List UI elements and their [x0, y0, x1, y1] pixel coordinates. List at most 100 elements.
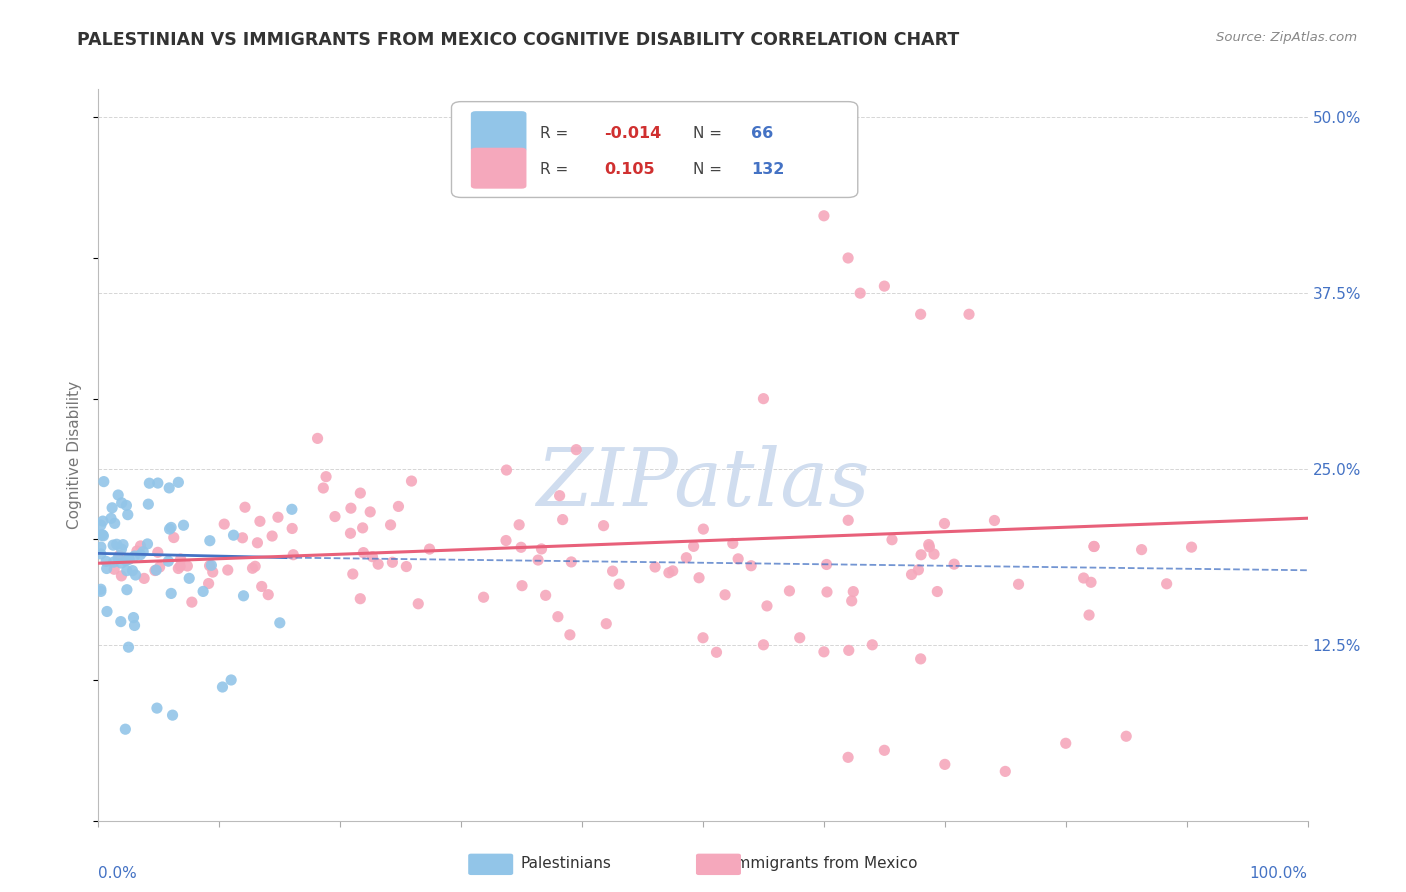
Point: [249, 514, 271, 528]
Point: [134, 571, 156, 585]
Point: [110, 569, 132, 583]
Point: [607, 577, 630, 591]
Point: [231, 531, 253, 545]
Point: [339, 526, 361, 541]
Point: [907, 563, 929, 577]
Point: [149, 560, 172, 574]
Point: [281, 521, 304, 535]
Point: [510, 579, 533, 593]
Point: [381, 555, 404, 569]
Point: [146, 701, 169, 715]
Point: [943, 557, 966, 571]
Point: [167, 475, 190, 490]
Point: [132, 544, 155, 558]
Point: [359, 505, 381, 519]
Point: [121, 564, 143, 578]
Point: [1073, 571, 1095, 585]
Point: [94, 554, 117, 568]
Point: [534, 588, 557, 602]
Point: [560, 555, 582, 569]
FancyBboxPatch shape: [471, 148, 526, 189]
Text: R =: R =: [540, 162, 568, 178]
Point: [90, 584, 112, 599]
Point: [107, 488, 129, 502]
Point: [118, 552, 141, 566]
Point: [873, 279, 896, 293]
Point: [157, 481, 180, 495]
Point: [162, 708, 184, 723]
Point: [115, 582, 138, 597]
Point: [198, 558, 221, 573]
Point: [211, 680, 233, 694]
Point: [837, 251, 859, 265]
Point: [401, 474, 423, 488]
Point: [160, 586, 183, 600]
Point: [530, 541, 553, 556]
Point: [352, 546, 374, 560]
Point: [117, 508, 139, 522]
Point: [129, 548, 152, 562]
Point: [510, 541, 533, 555]
Point: [101, 538, 124, 552]
Point: [90, 547, 112, 561]
Point: [201, 565, 224, 579]
Point: [740, 558, 762, 573]
Point: [103, 555, 125, 569]
Text: Immigrants from Mexico: Immigrants from Mexico: [731, 856, 918, 871]
Point: [115, 554, 138, 568]
Point: [124, 568, 146, 582]
Point: [145, 563, 167, 577]
Point: [269, 615, 291, 630]
Text: 100.0%: 100.0%: [1250, 866, 1308, 881]
Point: [160, 520, 183, 534]
FancyBboxPatch shape: [471, 112, 526, 153]
Point: [721, 536, 744, 550]
Point: [111, 538, 134, 552]
Point: [176, 559, 198, 574]
Point: [349, 591, 371, 606]
Y-axis label: Cognitive Disability: Cognitive Disability: [67, 381, 83, 529]
Point: [125, 544, 148, 558]
Point: [837, 750, 859, 764]
Point: [1054, 736, 1077, 750]
Point: [105, 537, 128, 551]
Point: [262, 529, 284, 543]
Point: [257, 588, 280, 602]
Point: [815, 558, 838, 572]
Point: [352, 521, 374, 535]
Point: [117, 552, 139, 566]
Point: [910, 652, 932, 666]
Point: [682, 540, 704, 554]
Point: [340, 501, 363, 516]
Point: [169, 552, 191, 566]
Point: [934, 516, 956, 531]
Point: [96, 605, 118, 619]
Point: [1180, 540, 1202, 554]
Point: [910, 548, 932, 562]
Point: [752, 392, 775, 406]
FancyBboxPatch shape: [451, 102, 858, 197]
Point: [146, 545, 169, 559]
Point: [644, 560, 666, 574]
Point: [406, 597, 429, 611]
Point: [115, 564, 138, 578]
Point: [706, 645, 728, 659]
Point: [173, 518, 195, 533]
Text: -0.014: -0.014: [603, 126, 661, 141]
Point: [838, 643, 860, 657]
Point: [90, 528, 112, 542]
Point: [111, 496, 134, 510]
Point: [222, 528, 245, 542]
Point: [752, 638, 775, 652]
Point: [281, 502, 304, 516]
Text: 132: 132: [751, 162, 785, 178]
Point: [841, 594, 863, 608]
Point: [934, 757, 956, 772]
Point: [91, 528, 114, 542]
Point: [136, 537, 159, 551]
Point: [387, 500, 409, 514]
Point: [1078, 608, 1101, 623]
Point: [243, 559, 266, 574]
Point: [922, 547, 945, 561]
Point: [138, 476, 160, 491]
